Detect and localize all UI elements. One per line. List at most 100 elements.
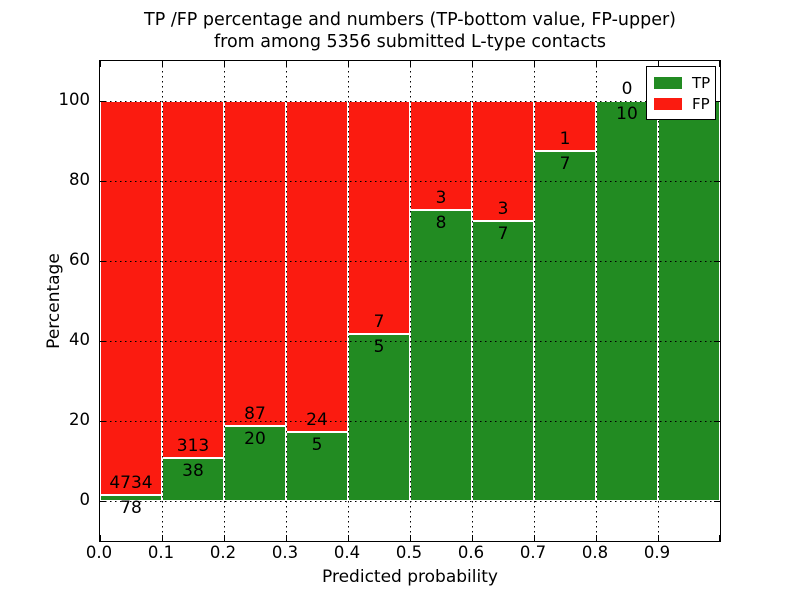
tp-value-label: 5 [311,435,323,456]
tp-bar [534,151,596,501]
x-tick-mark [162,535,163,541]
y-tick-mark [714,341,720,342]
x-tick-mark [286,535,287,541]
y-tick-mark [714,101,720,102]
fp-bar [348,101,410,335]
tp-value-label: 10 [616,104,638,124]
tp-value-label: 20 [244,429,266,450]
y-tick-label: 0 [79,490,91,509]
tp-value-label: 7 [559,154,571,174]
vertical-gridline [658,61,659,541]
y-tick-label: 40 [69,330,90,349]
y-tick-mark [100,261,106,262]
tp-value-label: 38 [182,460,204,481]
x-tick-mark [224,535,225,541]
vertical-gridline [286,61,287,541]
fp-value-label: 1 [559,129,571,149]
tp-bar [658,101,720,501]
x-tick-label: 0.3 [271,543,299,562]
x-tick-label: 0.5 [395,543,423,562]
vertical-gridline [534,61,535,541]
legend-item: TP [654,72,711,93]
fp-bar [410,101,472,211]
chart-title-line1: TP /FP percentage and numbers (TP-bottom… [144,10,676,30]
fp-bar [286,101,348,433]
x-tick-mark [534,535,535,541]
legend-item: FP [654,93,710,114]
x-tick-label: 0.9 [643,543,671,562]
y-tick-mark [714,261,720,262]
fp-legend-swatch [654,97,682,110]
vertical-gridline [472,61,473,541]
x-tick-mark [162,61,163,67]
x-tick-mark [348,61,349,67]
value-labels-layer: 4734783133887202457538371701006 [100,61,720,541]
vertical-gridline [596,61,597,541]
fp-bar [100,101,162,495]
y-tick-mark [100,181,106,182]
legend: TP FP [646,66,716,120]
x-tick-label: 0.1 [147,543,175,562]
fp-value-label: 87 [244,404,266,425]
legend-label: FP [692,94,710,113]
y-tick-label: 60 [69,250,90,269]
y-tick-label: 20 [69,410,90,429]
x-tick-mark [472,535,473,541]
x-tick-mark [596,535,597,541]
chart-title-line2: from among 5356 submitted L-type contact… [213,32,607,52]
horizontal-gridline [100,181,720,182]
tp-value-label: 7 [497,224,509,244]
fp-value-label: 7 [373,312,385,333]
x-tick-mark [100,61,101,67]
tp-bar [100,494,162,501]
legend-label: TP [692,73,711,92]
x-tick-label: 0.8 [581,543,609,562]
vertical-gridline [162,61,163,541]
y-tick-label: 80 [69,170,90,189]
grid-layer [100,61,720,541]
horizontal-gridline [100,261,720,262]
chart-title: TP /FP percentage and numbers (TP-bottom… [100,9,720,53]
y-tick-mark [100,501,106,502]
x-tick-mark [286,61,287,67]
y-axis-title: Percentage [44,253,64,349]
x-tick-mark [224,61,225,67]
fp-value-label: 3 [497,199,509,219]
horizontal-gridline [100,421,720,422]
y-tick-mark [714,421,720,422]
vertical-gridline [348,61,349,541]
x-tick-label: 0.7 [519,543,547,562]
fp-bar [162,101,224,458]
fp-value-label: 24 [306,410,328,431]
x-tick-mark [658,61,659,67]
fp-value-label: 3 [435,188,447,209]
x-tick-label: 0.4 [333,543,361,562]
y-tick-label: 100 [58,90,91,109]
tp-bar [224,426,286,501]
x-tick-mark [658,535,659,541]
y-tick-mark [100,101,106,102]
y-tick-mark [100,421,106,422]
fp-bar [472,101,534,221]
x-tick-mark [410,61,411,67]
y-tick-mark [100,341,106,342]
x-tick-mark [719,61,720,67]
tp-bar [286,432,348,501]
fp-value-label: 313 [176,435,210,456]
x-tick-mark [719,535,720,541]
x-tick-label: 0.6 [457,543,485,562]
horizontal-gridline [100,101,720,102]
x-tick-mark [596,61,597,67]
x-tick-mark [534,61,535,67]
x-tick-label: 0.0 [85,543,113,562]
y-tick-mark [714,501,720,502]
horizontal-gridline [100,341,720,342]
x-tick-mark [472,61,473,67]
horizontal-gridline [100,501,720,502]
x-axis-title: Predicted probability [322,567,498,587]
plot-area: 4734783133887202457538371701006 [99,60,721,542]
x-tick-mark [348,535,349,541]
x-tick-mark [100,535,101,541]
tp-legend-swatch [654,76,682,89]
